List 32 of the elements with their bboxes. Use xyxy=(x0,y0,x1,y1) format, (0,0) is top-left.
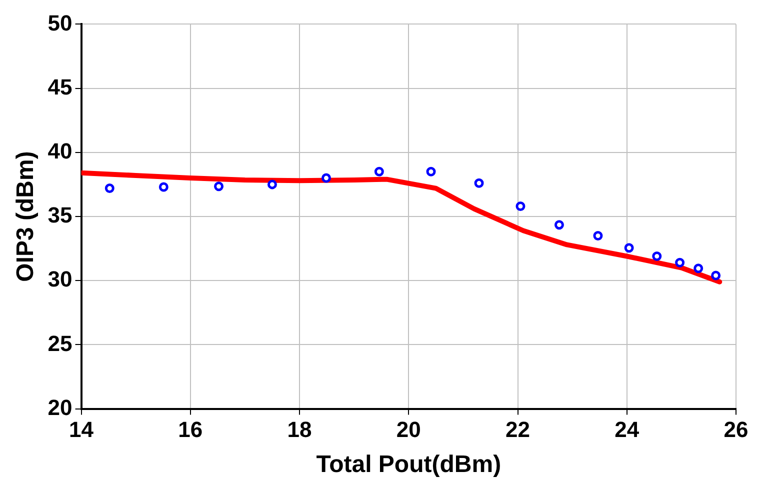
point xyxy=(104,184,114,194)
y-tick-label: 25 xyxy=(48,330,72,356)
y-tick-label: 40 xyxy=(48,138,72,164)
point xyxy=(675,258,685,268)
point xyxy=(593,230,603,240)
y-tick-label: 30 xyxy=(48,266,72,292)
x-axis-title: Total Pout(dBm) xyxy=(316,451,502,478)
x-tick-label: 26 xyxy=(724,417,748,442)
point xyxy=(426,166,436,176)
point xyxy=(711,270,721,280)
point xyxy=(322,173,331,183)
x-tick-label: 24 xyxy=(614,417,640,442)
x-tick-label: 14 xyxy=(69,417,94,442)
x-tick-label: 22 xyxy=(506,417,530,442)
point xyxy=(624,243,634,253)
point xyxy=(474,178,484,188)
y-tick-label: 35 xyxy=(48,202,72,228)
point xyxy=(158,182,168,192)
y-tick-label: 45 xyxy=(48,74,72,100)
x-tick-label: 18 xyxy=(287,417,312,442)
point xyxy=(374,166,384,176)
point xyxy=(267,180,277,190)
x-tick-label: 16 xyxy=(178,417,203,442)
point xyxy=(516,201,526,211)
x-tick-label: 20 xyxy=(396,417,421,442)
y-tick-label: 50 xyxy=(48,10,72,36)
point xyxy=(554,220,564,230)
y-tick-label: 20 xyxy=(48,394,72,420)
point xyxy=(214,182,224,192)
point xyxy=(652,251,662,261)
point xyxy=(694,264,704,274)
y-axis-title: OIP3 (dBm) xyxy=(12,151,40,282)
